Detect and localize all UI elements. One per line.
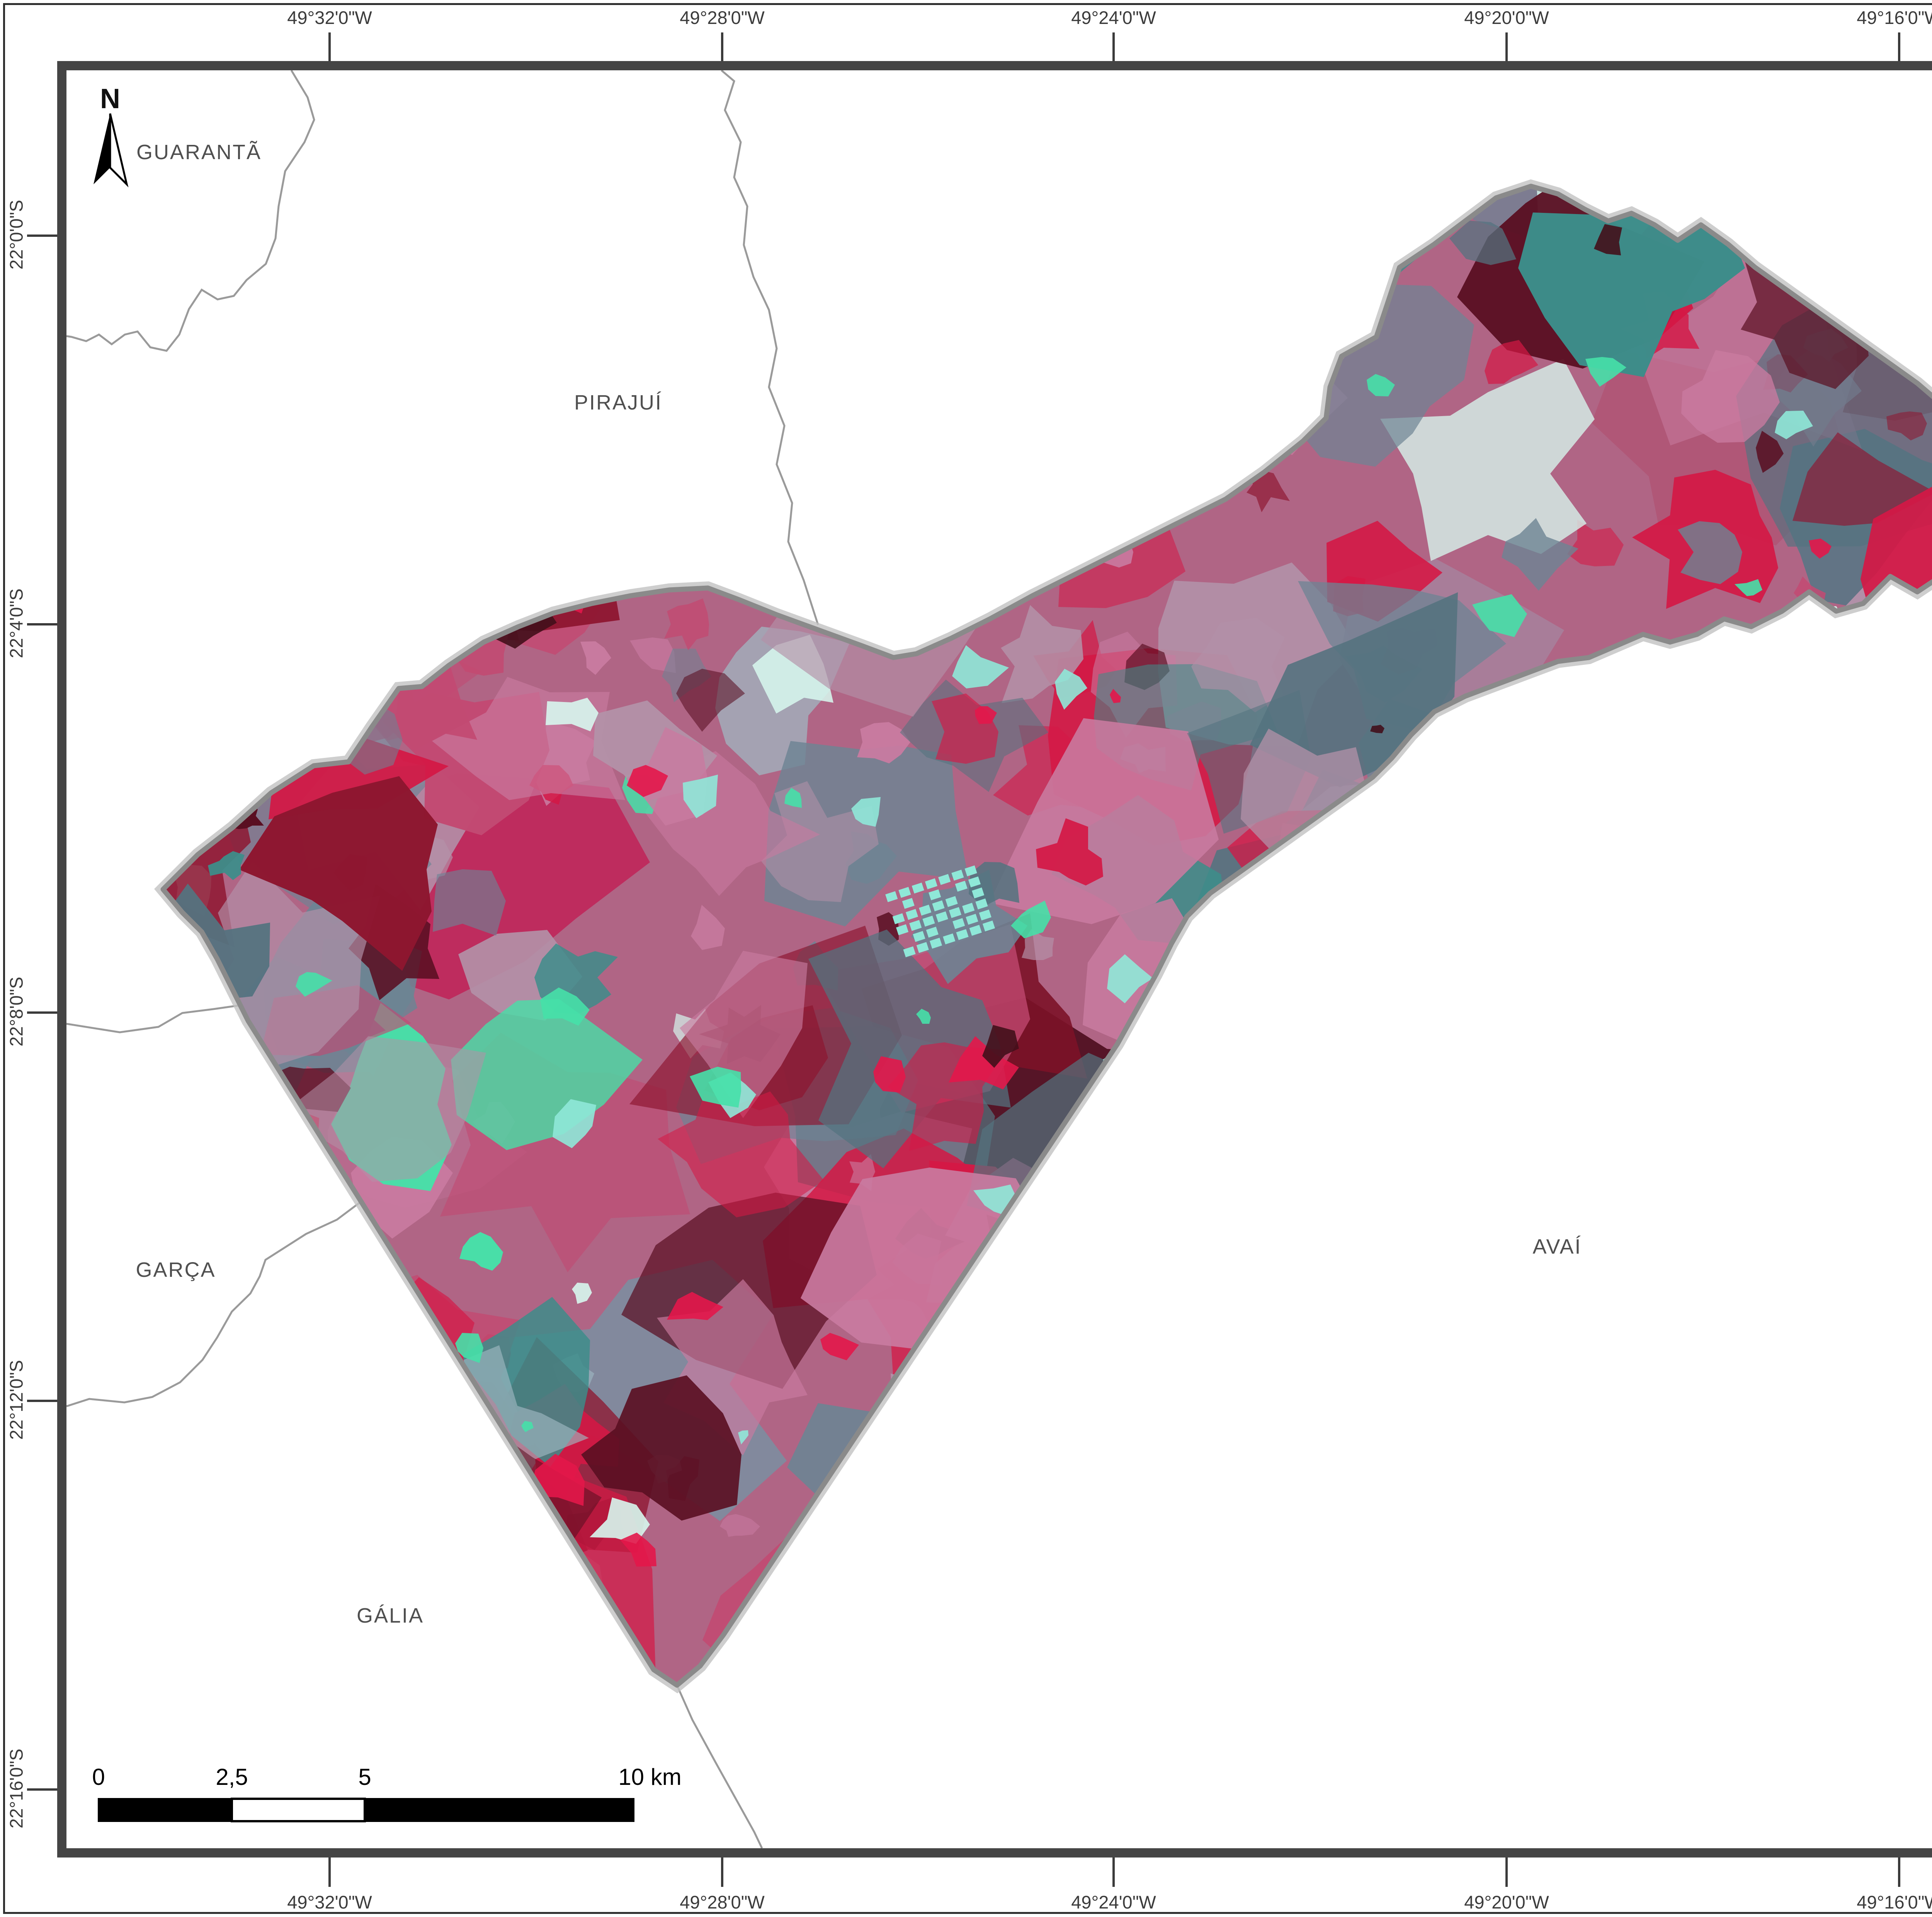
lat-tick bbox=[27, 1400, 57, 1402]
lat-label: 22°12'0"S bbox=[6, 1360, 27, 1440]
lon-label: 49°24'0"W bbox=[1071, 1892, 1156, 1912]
neighbor-boundary-line bbox=[676, 1684, 763, 1848]
municipality-outline bbox=[160, 184, 1932, 1688]
lon-tick bbox=[1505, 1858, 1508, 1887]
lon-label: 49°20'0"W bbox=[1464, 7, 1549, 28]
lon-label: 49°20'0"W bbox=[1464, 1892, 1549, 1912]
lon-tick bbox=[328, 1858, 331, 1887]
lon-label: 49°28'0"W bbox=[680, 1892, 765, 1912]
town-grid bbox=[885, 865, 995, 957]
lon-label: 49°16'0"W bbox=[1857, 1892, 1932, 1912]
lon-tick bbox=[1112, 32, 1115, 61]
lon-tick bbox=[721, 32, 723, 61]
lon-label: 49°32'0"W bbox=[287, 1892, 372, 1912]
lon-label: 49°28'0"W bbox=[680, 7, 765, 28]
lon-label: 49°32'0"W bbox=[287, 7, 372, 28]
neighbor-boundary-line bbox=[721, 70, 819, 625]
lat-tick bbox=[27, 1011, 57, 1014]
lat-tick bbox=[27, 623, 57, 625]
lon-label: 49°16'0"W bbox=[1857, 7, 1932, 28]
lon-tick bbox=[1112, 1858, 1115, 1887]
north-arrow-icon: N bbox=[94, 83, 129, 187]
scale-label: 0 bbox=[92, 1764, 105, 1790]
lat-label: 22°16'0"S bbox=[6, 1749, 27, 1829]
scale-label: 2,5 bbox=[216, 1764, 248, 1790]
neighbor-boundary-line bbox=[66, 1202, 361, 1407]
map-canvas: NGUARANTÃPIRAJUÍGARÇAGÁLIAAVAÍBAURU02,55… bbox=[66, 70, 1932, 1848]
lon-label: 49°24'0"W bbox=[1071, 7, 1156, 28]
map-frame: NGUARANTÃPIRAJUÍGARÇAGÁLIAAVAÍBAURU02,55… bbox=[57, 61, 1932, 1858]
neighbor-municipality-label: AVAÍ bbox=[1532, 1235, 1582, 1258]
lon-tick bbox=[721, 1858, 723, 1887]
lon-tick bbox=[1898, 1858, 1900, 1887]
satellite-mosaic bbox=[163, 186, 1932, 1685]
lat-label: 22°8'0"S bbox=[6, 977, 27, 1047]
scale-label: 10 km bbox=[618, 1764, 681, 1790]
lon-tick bbox=[1898, 32, 1900, 61]
scale-label: 5 bbox=[358, 1764, 371, 1790]
neighbor-municipality-label: GARÇA bbox=[136, 1258, 216, 1281]
neighbor-boundary-line bbox=[66, 70, 315, 352]
neighbor-municipality-label: GÁLIA bbox=[357, 1604, 424, 1627]
lon-tick bbox=[1505, 32, 1508, 61]
neighbor-municipality-label: GUARANTÃ bbox=[136, 141, 262, 164]
lat-tick bbox=[27, 1788, 57, 1791]
neighbor-municipality-label: PIRAJUÍ bbox=[574, 391, 662, 414]
lat-tick bbox=[27, 235, 57, 237]
neighbor-boundary-line bbox=[66, 1004, 241, 1033]
scale-bar: 0 2,5 5 10 km bbox=[92, 1764, 682, 1822]
north-label: N bbox=[100, 83, 120, 114]
lon-tick bbox=[328, 32, 331, 61]
lat-label: 22°0'0"S bbox=[6, 200, 27, 270]
lat-label: 22°4'0"S bbox=[6, 588, 27, 658]
